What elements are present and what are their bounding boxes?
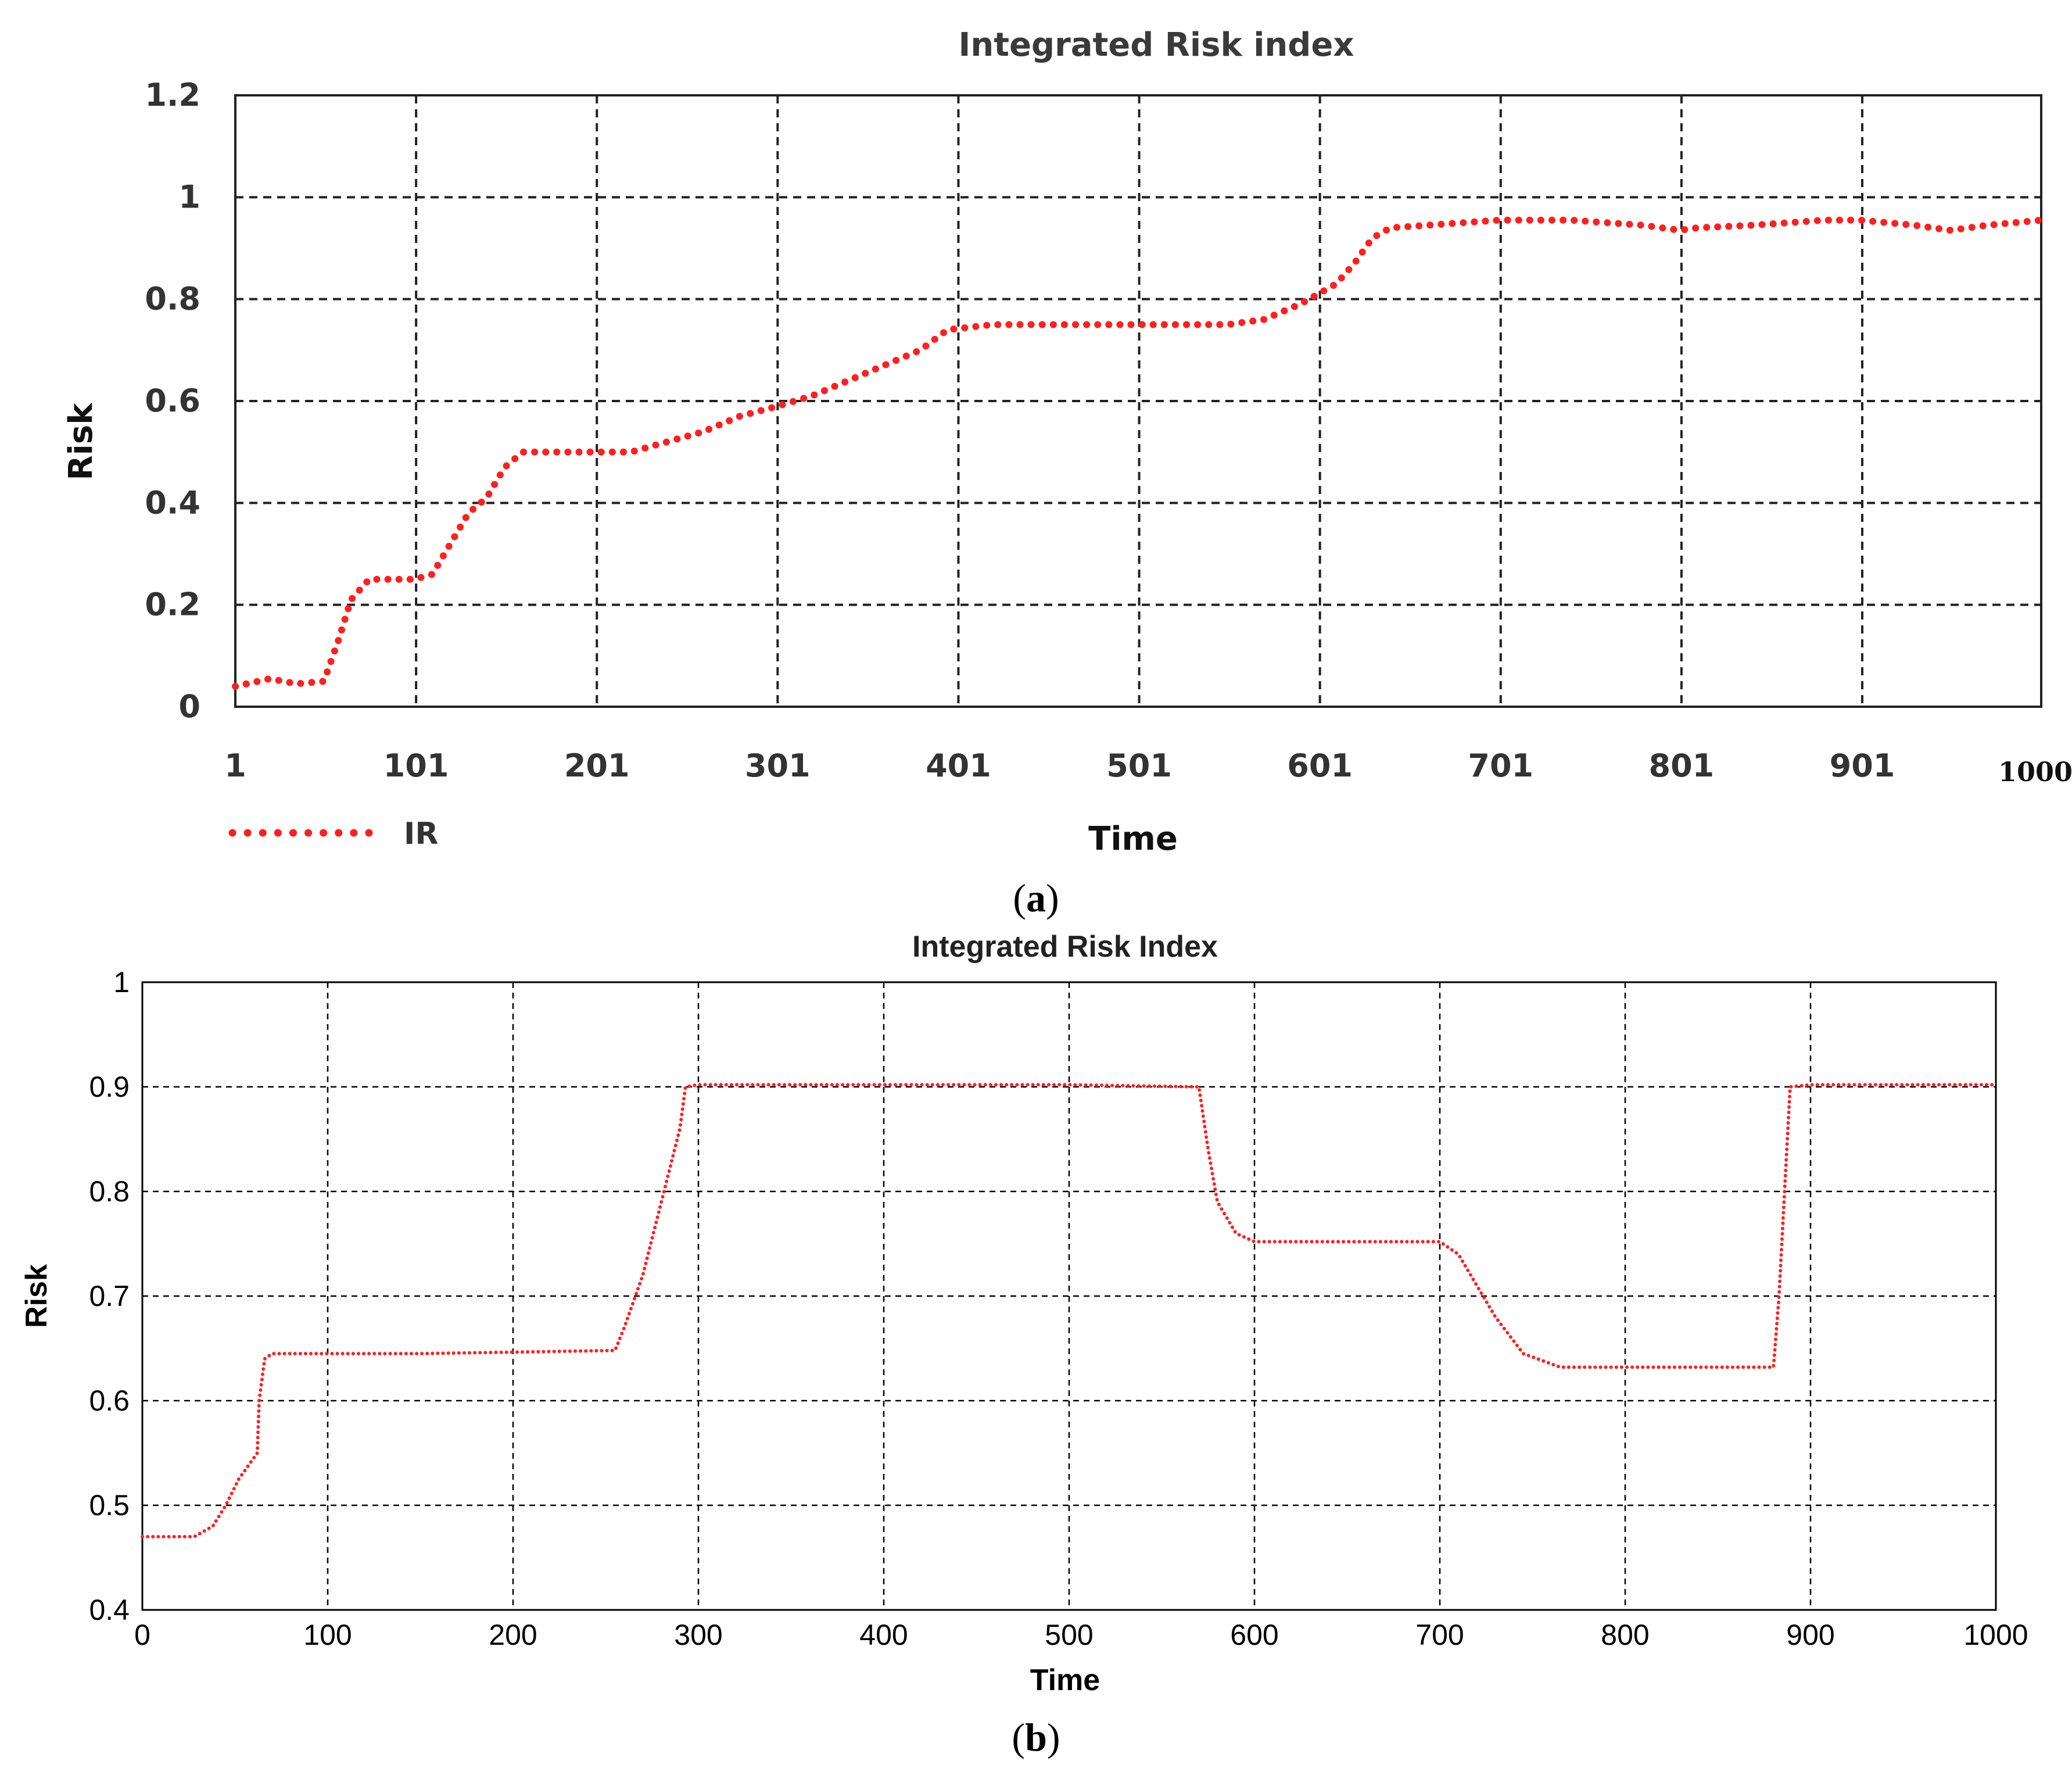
- chart-a-legend: IR: [228, 817, 438, 851]
- caption-a: (a): [1013, 876, 1059, 920]
- chart-a-x-tick-label: 401: [926, 747, 991, 784]
- chart-b-title: Integrated Risk Index: [912, 930, 1218, 964]
- chart-a-y-tick-label: 1.2: [145, 77, 200, 113]
- chart-a-x-tick-label: 201: [564, 747, 630, 784]
- chart-b-x-tick-label: 200: [489, 1619, 537, 1651]
- chart-a-x-tick-label: 301: [745, 747, 811, 784]
- chart-b-x-tick-label: 400: [859, 1619, 908, 1651]
- chart-a-grid: [235, 95, 2041, 707]
- chart-b-y-tick-label: 1: [113, 966, 130, 998]
- chart-a-x-tick-label: 701: [1468, 747, 1533, 784]
- chart-b-series: [141, 1083, 1998, 1538]
- caption-b: (b): [1012, 1715, 1060, 1759]
- chart-b-x-tick-label: 100: [303, 1619, 352, 1651]
- chart-a-x-tick-label: 1: [224, 747, 246, 784]
- chart-b-y-tick-label: 0.5: [89, 1489, 130, 1522]
- chart-b-x-tick-label: 0: [134, 1619, 150, 1651]
- chart-b-grid: [142, 982, 1996, 1610]
- chart-b-x-ticks: 0 100 200 300 400 500 600 700 800 900 1000: [134, 1619, 2028, 1651]
- chart-b-x-axis-label: Time: [1030, 1663, 1100, 1697]
- chart-a-legend-label: IR: [404, 817, 438, 851]
- chart-a-series-line-0: [232, 216, 2045, 690]
- chart-a-x-tick-label: 1000: [1998, 756, 2072, 788]
- chart-a-title: Integrated Risk index: [959, 26, 1354, 64]
- chart-a-y-axis-label: Risk: [62, 402, 100, 481]
- chart-a-series-ir: [232, 216, 2045, 690]
- chart-a-y-tick-label: 0.2: [145, 586, 200, 623]
- chart-a-x-ticks: 1 101 201 301 401 501 601 701 801 901 1000: [224, 747, 2072, 788]
- chart-b-x-tick-label: 1000: [1963, 1619, 2028, 1651]
- chart-a-x-tick-label: 601: [1287, 747, 1353, 784]
- chart-a-x-tick-label: 501: [1106, 747, 1172, 784]
- chart-b-x-tick-label: 300: [674, 1619, 722, 1651]
- chart-b-y-tick-label: 0.9: [89, 1071, 130, 1103]
- chart-a-y-tick-label: 0.6: [145, 382, 200, 419]
- chart-panel-a: Integrated Risk index 00.20.40.60.811.2 …: [62, 26, 2072, 858]
- chart-b-x-tick-label: 700: [1415, 1619, 1464, 1651]
- chart-b-y-tick-label: 0.6: [89, 1384, 130, 1417]
- chart-a-x-axis-label: Time: [1088, 820, 1178, 858]
- chart-a-y-tick-label: 0.8: [145, 281, 200, 317]
- chart-panel-b: Integrated Risk Index 0.4 0.5 0.6 0.7 0.8 0.9…: [20, 930, 2028, 1697]
- chart-b-x-tick-label: 500: [1045, 1619, 1093, 1651]
- chart-a-x-tick-label: 101: [383, 747, 449, 784]
- chart-b-series-line-0: [141, 1083, 1998, 1538]
- chart-b-x-tick-label: 600: [1230, 1619, 1278, 1651]
- chart-b-x-tick-label: 800: [1601, 1619, 1649, 1651]
- chart-b-y-axis-label: Risk: [20, 1264, 53, 1328]
- chart-b-y-tick-label: 0.4: [89, 1594, 130, 1626]
- chart-a-y-tick-label: 0.4: [145, 484, 200, 521]
- chart-b-y-ticks: 0.4 0.5 0.6 0.7 0.8 0.9 1: [89, 966, 130, 1626]
- chart-b-x-tick-label: 900: [1786, 1619, 1834, 1651]
- chart-a-x-tick-label: 901: [1830, 747, 1895, 784]
- chart-b-y-tick-label: 0.8: [89, 1175, 130, 1208]
- chart-b-y-tick-label: 0.7: [89, 1280, 130, 1312]
- chart-a-y-ticks: 0 0.2 0.4 0.6 0.8 1 1.2: [145, 77, 200, 725]
- chart-a-y-tick-label: 1: [178, 178, 200, 215]
- chart-a-y-tick-label: 0: [178, 688, 200, 725]
- chart-a-x-tick-label: 801: [1649, 747, 1715, 784]
